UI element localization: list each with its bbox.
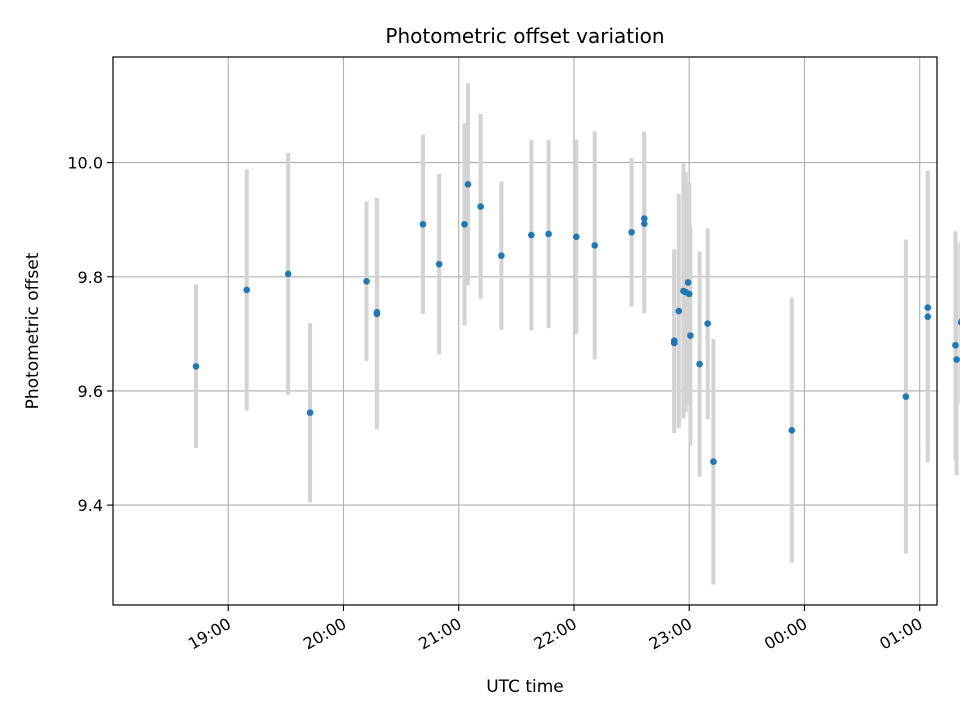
data-point (464, 180, 472, 188)
data-point (306, 409, 314, 416)
data-point (363, 278, 370, 285)
plot-frame (112, 56, 938, 606)
data-point (498, 252, 505, 259)
data-point (373, 308, 381, 316)
data-point (952, 341, 959, 349)
y-axis-label: Photometric offset (23, 252, 43, 409)
data-point (640, 220, 648, 227)
data-point (435, 260, 443, 268)
chart-title: Photometric offset variation (385, 24, 664, 48)
data-point (710, 458, 717, 466)
data-point (902, 393, 910, 400)
data-point (640, 215, 648, 222)
data-point (591, 242, 599, 249)
y-tick-label: 9.8 (78, 268, 103, 287)
data-point (684, 279, 692, 286)
data-point (477, 203, 484, 210)
data-point (243, 286, 250, 294)
data-point (704, 320, 711, 327)
data-point (572, 233, 580, 241)
data-point (670, 339, 678, 347)
data-point (528, 231, 535, 239)
y-axis: 9.4 9.6 9.8 10.0 (67, 154, 113, 515)
data-point (953, 356, 960, 363)
data-point (419, 220, 427, 228)
x-axis-label: UTC time (486, 677, 564, 697)
y-tick-label: 10.0 (67, 154, 103, 173)
y-tick-label: 9.6 (78, 382, 103, 401)
data-point (685, 290, 693, 298)
data-points (192, 180, 960, 466)
data-point (924, 304, 932, 311)
data-point (924, 313, 932, 321)
y-tick-label: 9.4 (78, 496, 103, 515)
data-point (696, 360, 703, 368)
data-point (788, 427, 796, 434)
data-point (192, 363, 200, 370)
data-point (687, 332, 694, 339)
data-point (628, 228, 635, 236)
data-point (675, 307, 683, 315)
data-point (545, 230, 552, 238)
data-point (461, 220, 468, 228)
data-point (284, 270, 292, 278)
